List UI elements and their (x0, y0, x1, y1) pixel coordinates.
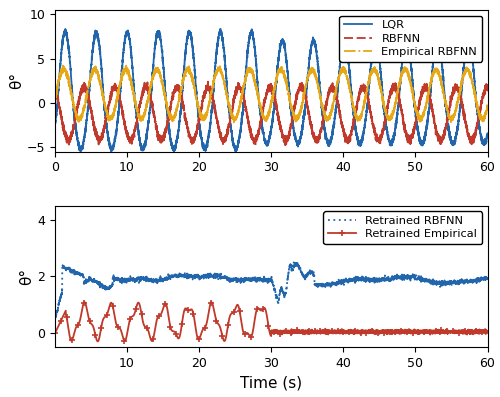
Empirical RBFNN (60, 63, 66, 68)
RBFNN (215, 123, 221, 127)
Empirical RBFNN (481, 113, 487, 118)
Line: Empirical RBFNN: Empirical RBFNN (55, 66, 488, 122)
RBFNN (205, 79, 211, 84)
Empirical RBFNN (246, 67, 252, 72)
Retrained RBFNN (481, 276, 487, 281)
Retrained Empirical (484, 330, 490, 334)
Retrained Empirical (52, 331, 58, 335)
Empirical RBFNN (52, 95, 58, 100)
Empirical RBFNN (152, 68, 158, 73)
Retrained RBFNN (52, 317, 59, 322)
Line: LQR: LQR (55, 29, 488, 152)
LQR (157, 35, 163, 40)
X-axis label: Time (s): Time (s) (240, 376, 302, 391)
Retrained Empirical (246, 332, 252, 337)
Retrained Empirical (157, 313, 163, 318)
Retrained Empirical (82, 300, 87, 304)
LQR (232, 150, 238, 154)
Retrained RBFNN (215, 273, 221, 278)
LQR (218, 27, 224, 31)
LQR (152, 40, 158, 44)
LQR (246, 38, 252, 43)
LQR (215, 38, 221, 43)
LQR (52, 120, 58, 125)
LQR (154, 29, 160, 34)
Retrained RBFNN (52, 317, 58, 322)
Retrained Empirical (215, 322, 221, 326)
RBFNN (246, 120, 252, 125)
Retrained Empirical (155, 314, 161, 319)
Retrained Empirical (95, 339, 101, 344)
RBFNN (152, 122, 158, 127)
Retrained RBFNN (152, 278, 158, 282)
Empirical RBFNN (231, 120, 237, 125)
LQR (484, 131, 490, 136)
Retrained RBFNN (157, 277, 163, 281)
Retrained Empirical (481, 329, 487, 334)
Line: RBFNN: RBFNN (55, 82, 488, 145)
RBFNN (282, 143, 288, 148)
RBFNN (154, 131, 160, 136)
Retrained Empirical (152, 324, 158, 328)
Line: Retrained RBFNN: Retrained RBFNN (55, 262, 488, 319)
RBFNN (484, 84, 490, 89)
RBFNN (157, 136, 163, 141)
LQR (481, 139, 487, 144)
Retrained RBFNN (291, 260, 297, 265)
RBFNN (481, 92, 487, 97)
Empirical RBFNN (215, 67, 221, 71)
Empirical RBFNN (155, 65, 161, 70)
Line: Retrained Empirical: Retrained Empirical (52, 299, 490, 345)
Legend: Retrained RBFNN, Retrained Empirical: Retrained RBFNN, Retrained Empirical (323, 211, 482, 244)
Retrained RBFNN (155, 277, 161, 282)
Legend: LQR, RBFNN, Empirical RBFNN: LQR, RBFNN, Empirical RBFNN (340, 15, 482, 62)
Y-axis label: θ°: θ° (9, 72, 24, 89)
RBFNN (52, 83, 58, 88)
Empirical RBFNN (484, 105, 490, 110)
Empirical RBFNN (157, 71, 163, 75)
Retrained RBFNN (246, 276, 252, 281)
Y-axis label: θ°: θ° (20, 268, 34, 285)
Retrained RBFNN (484, 276, 490, 281)
